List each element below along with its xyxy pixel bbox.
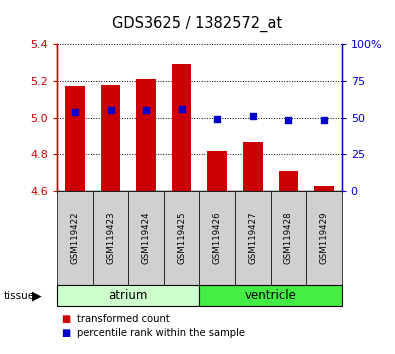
Text: GSM119423: GSM119423 [106,212,115,264]
Text: GSM119422: GSM119422 [71,212,79,264]
Bar [278,171,298,191]
Text: atrium: atrium [109,289,148,302]
Point [214,116,220,121]
Text: ■: ■ [61,328,70,338]
Text: GSM119424: GSM119424 [142,212,150,264]
Bar [136,79,156,191]
Bar [172,64,192,191]
Text: percentile rank within the sample: percentile rank within the sample [77,328,245,338]
Bar [243,142,263,191]
Text: GSM119429: GSM119429 [320,212,328,264]
Text: tissue: tissue [4,291,35,301]
Text: GDS3625 / 1382572_at: GDS3625 / 1382572_at [112,16,283,32]
Point [107,108,114,113]
Point [179,106,185,112]
Point [143,108,149,113]
Text: ■: ■ [61,314,70,324]
Text: ▶: ▶ [32,289,41,302]
Text: GSM119427: GSM119427 [248,212,257,264]
Text: GSM119428: GSM119428 [284,212,293,264]
Bar [101,85,120,191]
Bar [314,185,334,191]
Text: transformed count: transformed count [77,314,170,324]
Text: GSM119426: GSM119426 [213,212,222,264]
Text: ventricle: ventricle [245,289,297,302]
Bar [65,86,85,191]
Point [321,117,327,122]
Point [72,109,78,115]
Point [285,117,292,122]
Point [250,113,256,119]
Bar [207,151,227,191]
Text: GSM119425: GSM119425 [177,212,186,264]
